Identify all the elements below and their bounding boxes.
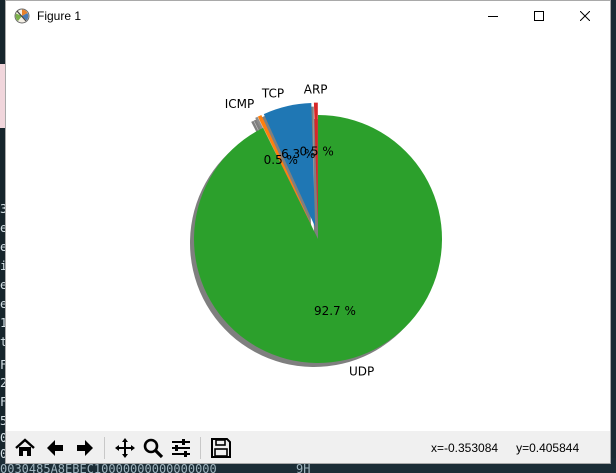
terminal-glyph: 0 (0, 447, 8, 461)
back-button[interactable] (42, 435, 68, 461)
terminal-glyph: F (0, 395, 8, 409)
pie-slice-tcp (263, 102, 316, 227)
zoom-button[interactable] (140, 435, 166, 461)
navigation-toolbar: x=-0.353084 y=0.405844 (6, 431, 610, 463)
slice-label: ARP (304, 83, 328, 97)
terminal-glyph: 1 (0, 316, 8, 330)
pie-slice-arp (313, 102, 318, 227)
maximize-icon (534, 11, 544, 21)
terminal-glyph: F (0, 358, 8, 372)
figure-canvas[interactable]: ARP 0.5 % TCP 6.3 % ICMP 0.5 % UDP 92.7 % (6, 31, 610, 431)
terminal-glyph: 5 (0, 414, 8, 428)
back-arrow-icon (47, 440, 63, 456)
slice-label: TCP (261, 87, 284, 101)
forward-button[interactable] (72, 435, 98, 461)
close-icon (580, 11, 590, 21)
terminal-glyph: i (0, 259, 8, 273)
save-icon (211, 438, 231, 458)
slice-label: ICMP (225, 97, 255, 111)
toolbar-separator (104, 437, 105, 459)
terminal-glyph: e (0, 221, 8, 235)
minimize-icon (488, 16, 498, 17)
terminal-glyph: t (0, 335, 8, 349)
matplotlib-logo-icon (14, 8, 30, 24)
pie-chart: ARP 0.5 % TCP 6.3 % ICMP 0.5 % UDP 92.7 % (189, 83, 443, 378)
terminal-glyph: 2 (0, 376, 8, 390)
slice-percent-label: 0.5 % (264, 153, 298, 167)
cursor-coordinates: x=-0.353084 y=0.405844 (431, 441, 579, 455)
forward-arrow-icon (77, 440, 93, 456)
cursor-y-readout: y=0.405844 (516, 441, 580, 455)
pan-icon (115, 438, 135, 458)
slice-percent-label: 0.5 % (299, 145, 333, 159)
cursor-x-readout: x=-0.353084 (431, 441, 499, 455)
maximize-button[interactable] (516, 1, 562, 31)
terminal-text-bottom: 0030485A8EBEC10000000000000000 (0, 462, 217, 473)
home-button[interactable] (12, 435, 38, 461)
minimize-button[interactable] (470, 1, 516, 31)
pie-slice-udp (194, 115, 443, 363)
terminal-glyph: e (0, 278, 8, 292)
zoom-icon (143, 438, 164, 459)
pan-button[interactable] (112, 435, 138, 461)
slice-percent-label: 92.7 % (314, 304, 356, 318)
home-icon (15, 438, 35, 456)
slice-percent-label: 6.3 % (281, 147, 315, 161)
close-button[interactable] (562, 1, 608, 31)
title-bar[interactable]: Figure 1 (6, 1, 610, 31)
save-button[interactable] (208, 435, 234, 461)
subplots-config-button[interactable] (168, 435, 194, 461)
subplots-config-icon (172, 439, 190, 457)
pie-slice-icmp (257, 114, 313, 228)
window-title: Figure 1 (37, 9, 82, 23)
terminal-glyph: e (0, 297, 8, 311)
slice-label: UDP (349, 364, 374, 378)
figure-window: Figure 1 ARP 0.5 % TCP 6.3 % ICMP 0.5 % UDP 92.… (5, 0, 611, 464)
terminal-glyph: e (0, 240, 8, 254)
terminal-glyph: 3 (0, 202, 8, 216)
terminal-text-bottom-right: 9H (296, 462, 311, 473)
terminal-glyph: 0 (0, 431, 8, 445)
toolbar-separator (200, 437, 201, 459)
